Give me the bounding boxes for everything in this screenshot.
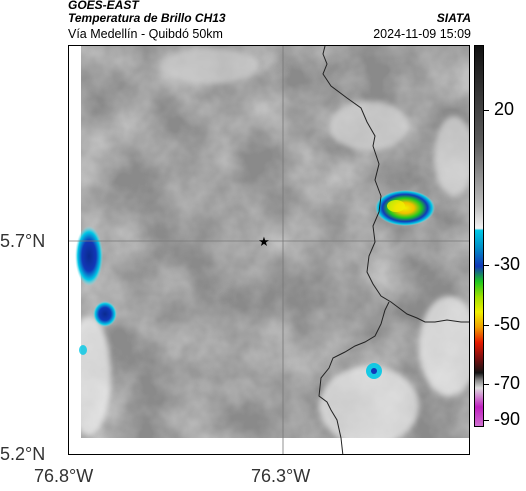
colorbar-tick (484, 110, 489, 111)
lon-tick-label: 76.3°W (251, 466, 311, 486)
satellite-title: GOES-EAST (68, 0, 139, 12)
bright-patches (69, 48, 469, 446)
colorbar-label: -50 (494, 314, 521, 334)
map-svg: ★ (69, 46, 469, 454)
colorbar-tick (484, 384, 489, 385)
border-line-east (322, 46, 469, 323)
datetime-label: 2024-11-09 15:09 (373, 27, 471, 41)
border-line-south-end (340, 437, 344, 454)
colorbar-label: -30 (494, 254, 521, 274)
colorbar-label: -70 (494, 373, 521, 393)
lat-tick-label: 5.2°N (0, 444, 46, 464)
no-data-left (69, 46, 81, 454)
lat-tick-label: 5.7°N (0, 231, 46, 251)
storm-cell-east (375, 190, 435, 226)
satellite-map[interactable]: ★ (68, 45, 470, 455)
colorbar-tick (484, 420, 489, 421)
station-star-marker: ★ (258, 234, 270, 249)
colorbar-tick (484, 265, 489, 266)
region-subtitle: Vía Medellín - Quibdó 50km (68, 27, 223, 41)
product-title: Temperatura de Brillo CH13 (68, 11, 226, 25)
storm-cell-southwest (93, 301, 117, 327)
storm-core-east (387, 200, 405, 212)
storm-cell-west (75, 226, 103, 286)
agency-label: SIATA (436, 11, 471, 25)
colorbar-label: -90 (494, 409, 521, 429)
colorbar-tick (484, 325, 489, 326)
no-data-strip (69, 438, 469, 454)
storm-core-south (371, 368, 377, 374)
border-line-south (318, 301, 390, 439)
lon-tick-label: 76.8°W (34, 466, 94, 486)
colorbar-label: 20 (494, 99, 515, 119)
storm-cell-edge (79, 345, 87, 355)
colorbar (474, 45, 484, 427)
